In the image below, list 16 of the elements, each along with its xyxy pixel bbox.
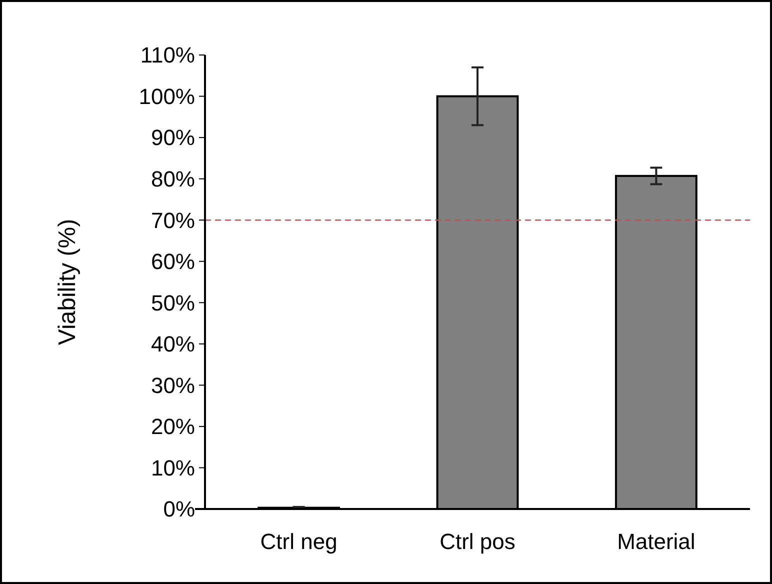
y-tick-label: 50%: [150, 290, 195, 316]
y-tick-label: 0%: [163, 496, 195, 522]
y-tick-label: 20%: [150, 414, 195, 440]
y-tick-label: 30%: [150, 372, 195, 398]
x-tick-label: Ctrl neg: [260, 529, 338, 554]
y-axis-title: Viability (%): [54, 218, 81, 346]
y-tick-label: 100%: [138, 84, 195, 109]
y-tick-label: 110%: [140, 42, 195, 68]
y-tick-label: 90%: [150, 125, 195, 150]
y-tick-label: 80%: [150, 166, 195, 192]
y-tick-label: 40%: [150, 332, 195, 357]
x-tick-label: Material: [617, 529, 696, 554]
y-tick-label: 10%: [150, 455, 195, 480]
y-tick-label: 60%: [150, 249, 195, 274]
x-tick-label: Ctrl pos: [440, 529, 516, 554]
y-tick-label: 70%: [150, 208, 195, 233]
